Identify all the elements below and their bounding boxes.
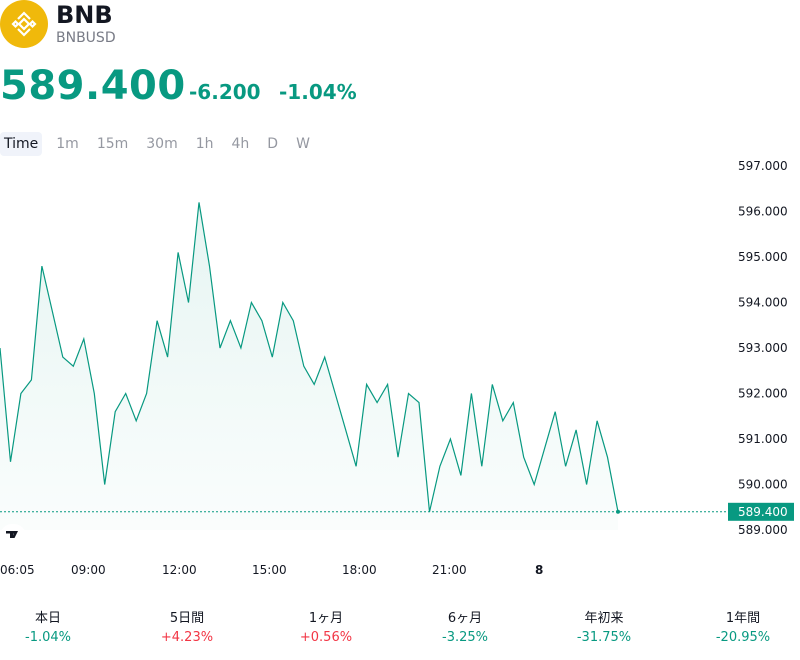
header: BNB BNBUSD [0,0,800,60]
bnb-logo-icon [0,0,48,48]
price-row: 589.400 -6.200 -1.04% [0,64,800,110]
x-tick-label: 12:00 [162,563,197,577]
price-change: -6.200 [189,80,261,104]
y-tick-label: 589.000 [738,523,788,537]
tab-4h[interactable]: 4h [231,136,250,152]
ticker-name: BNBUSD [56,30,116,46]
x-tick-label: 18:00 [342,563,377,577]
y-tick-label: 597.000 [738,160,788,173]
perf-5d[interactable]: 5日間 +4.23% [127,610,247,648]
perf-ytd[interactable]: 年初来 -31.75% [544,610,664,648]
perf-value: -20.95% [715,630,771,645]
last-price-badge [728,502,794,521]
x-tick-label: 06:05 [0,563,35,577]
y-tick-label: 596.000 [738,205,788,219]
tab-1m[interactable]: 1m [56,136,79,152]
y-tick-label: 592.000 [738,387,788,401]
perf-value: +4.23% [160,630,214,645]
perf-label: 5日間 [169,611,205,626]
performance-bar: 本日 -1.04% 5日間 +4.23% 1ヶ月 +0.56% 6ヶ月 -3.2… [0,610,800,650]
last-price-dot [616,509,620,514]
y-tick-label: 595.000 [738,250,788,264]
perf-1m[interactable]: 1ヶ月 +0.56% [266,610,386,648]
perf-label: 1ヶ月 [308,611,344,626]
symbol-name: BNB [56,1,113,29]
tab-30m[interactable]: 30m [146,136,178,152]
tab-w[interactable]: W [296,136,310,152]
y-tick-label: 593.000 [738,341,788,355]
perf-today[interactable]: 本日 -1.04% [0,610,108,648]
tab-1h[interactable]: 1h [195,136,214,152]
perf-label: 本日 [34,611,61,626]
price-change-percent: -1.04% [279,80,357,104]
tab-time[interactable]: Time [0,132,43,156]
y-tick-label: 591.000 [738,432,788,446]
perf-value: +0.56% [299,630,353,645]
perf-label: 6ヶ月 [447,611,483,626]
x-tick-label: 8 [535,563,543,577]
last-price-badge-label: 589.400 [738,505,788,519]
tab-15m[interactable]: 15m [96,136,129,152]
x-tick-label: 21:00 [432,563,467,577]
y-tick-label: 594.000 [738,296,788,310]
timeframe-tabs: Time 1m 15m 30m 1h 4h D W [0,132,328,156]
x-tick-label: 15:00 [252,563,287,577]
price-chart[interactable]: 597.000 596.000 595.000 594.000 593.000 592.0… [0,160,800,580]
perf-1y[interactable]: 1年間 -20.95% [683,610,800,648]
perf-value: -31.75% [576,630,632,645]
y-tick-label: 590.000 [738,478,788,492]
tradingview-logo-icon[interactable] [0,524,26,548]
perf-6m[interactable]: 6ヶ月 -3.25% [405,610,525,648]
tab-d[interactable]: D [267,136,279,152]
perf-value: -3.25% [442,630,488,645]
x-tick-label: 09:00 [71,563,106,577]
perf-label: 1年間 [725,611,761,626]
price-line [0,202,619,512]
perf-label: 年初来 [584,611,624,626]
price-area [0,202,618,530]
last-price: 589.400 [0,63,186,109]
perf-value: -1.04% [25,630,71,645]
